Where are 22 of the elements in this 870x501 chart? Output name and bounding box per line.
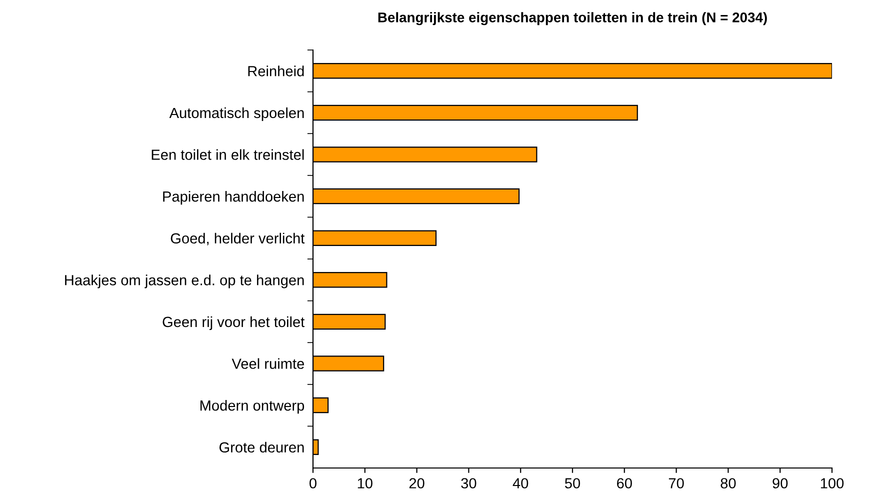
x-tick-label: 20 — [409, 478, 424, 488]
y-tick-label: Papieren handdoeken — [163, 191, 304, 205]
x-tick-label: 90 — [772, 478, 788, 488]
y-tick-label: Een toilet in elk treinstel — [152, 149, 304, 160]
y-tick-label: Reinheid — [248, 66, 304, 76]
y-tick-label: Automatisch spoelen — [169, 107, 304, 122]
chart-title: Belangrijkste eigenschappen toiletten in de trein (N = 2034) — [378, 12, 767, 26]
x-tick-label: 100 — [820, 478, 844, 488]
y-tick-label: Modern ontwerp — [200, 400, 304, 414]
y-tick-label: Haakjes om jassen e.d. op te hangen — [65, 274, 304, 288]
x-tick-label: 80 — [720, 478, 736, 488]
y-tick-label: Veel ruimte — [232, 358, 304, 369]
y-tick-label: Geen rij voor het toilet — [162, 316, 305, 330]
x-tick-label: 10 — [358, 478, 372, 488]
x-tick-label: 40 — [512, 478, 528, 488]
x-tick-label: 50 — [564, 478, 580, 488]
x-tick-label: 70 — [668, 478, 684, 488]
x-tick-label: 60 — [617, 478, 632, 488]
x-tick-label: 0 — [310, 478, 316, 488]
y-tick-label: Goed, helder verlicht — [170, 232, 305, 246]
x-tick-label: 30 — [461, 478, 476, 488]
y-tick-label: Grote deuren — [219, 442, 304, 453]
